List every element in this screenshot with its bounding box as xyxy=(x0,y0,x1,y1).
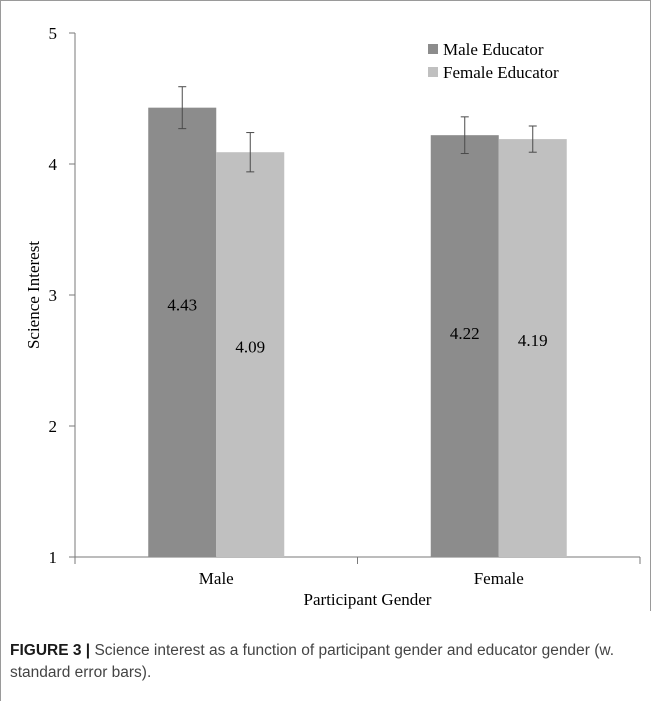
data-label: 4.43 xyxy=(167,295,197,314)
caption-left-rule xyxy=(0,611,1,701)
y-tick-label: 2 xyxy=(49,417,58,436)
y-tick-label: 4 xyxy=(49,155,58,174)
data-label: 4.19 xyxy=(518,331,548,350)
labels-group: 4.43 4.09 4.22 4.19 xyxy=(167,295,547,356)
legend-swatch xyxy=(428,67,438,77)
caption-label: FIGURE 3 | xyxy=(10,642,91,659)
bar xyxy=(498,139,567,558)
x-category-label: Male xyxy=(199,569,234,588)
legend-swatch xyxy=(428,44,438,54)
y-tick-label: 1 xyxy=(49,548,58,567)
y-tick-label: 3 xyxy=(49,286,58,305)
figure-frame xyxy=(0,0,651,611)
legend: Male Educator Female Educator xyxy=(428,40,559,82)
y-tick-label: 5 xyxy=(49,24,58,43)
y-axis-title: Science Interest xyxy=(24,241,43,349)
x-axis-title: Participant Gender xyxy=(304,590,432,609)
bar xyxy=(430,135,499,557)
legend-label: Male Educator xyxy=(443,40,544,59)
data-label: 4.09 xyxy=(235,338,265,357)
bar xyxy=(148,107,217,558)
bar-chart: 1 2 3 4 5 Male Female Participant Gender Science… xyxy=(24,24,641,609)
legend-label: Female Educator xyxy=(443,63,559,82)
figure-caption: FIGURE 3 | Science interest as a functio… xyxy=(10,640,640,684)
caption-text: Science interest as a function of partic… xyxy=(10,642,615,681)
x-category-label: Female xyxy=(474,569,524,588)
bar xyxy=(216,152,285,557)
bars-group xyxy=(148,86,567,558)
data-label: 4.22 xyxy=(450,324,480,343)
